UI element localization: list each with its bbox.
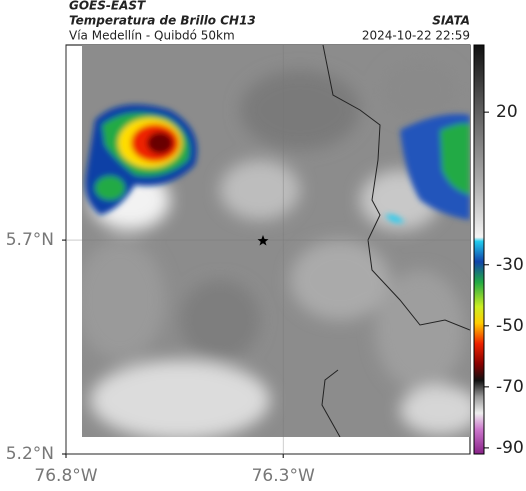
x-tick-label: 76.3°W bbox=[252, 466, 315, 486]
coast-line bbox=[321, 369, 341, 437]
graticule bbox=[62, 45, 470, 458]
border-line bbox=[322, 45, 470, 331]
storm-cells bbox=[85, 104, 470, 224]
y-tick-label: 5.7°N bbox=[6, 230, 54, 250]
source-label: SIATA bbox=[432, 14, 470, 28]
colorbar-tick-label: -50 bbox=[496, 316, 524, 336]
colorbar bbox=[473, 44, 485, 455]
imagery bbox=[82, 45, 470, 437]
y-tick-label: 5.2°N bbox=[6, 444, 54, 464]
colorbar-tick-label: 20 bbox=[496, 102, 518, 122]
x-tick-label: 76.8°W bbox=[34, 466, 97, 486]
location-marker bbox=[257, 235, 269, 246]
colorbar-tick-label: -70 bbox=[496, 377, 524, 397]
colorbar-tick-label: -30 bbox=[496, 255, 524, 275]
timestamp: 2024-10-22 22:59 bbox=[362, 29, 470, 43]
route-label: Vía Medellín - Quibdó 50km bbox=[69, 29, 235, 43]
colorbar-ticks: 20 -30 -50 -70 -90 bbox=[484, 102, 524, 458]
product-title: Temperatura de Brillo CH13 bbox=[69, 14, 256, 28]
satellite-label: GOES-EAST bbox=[69, 0, 146, 13]
colorbar-tick-label: -90 bbox=[496, 438, 524, 458]
